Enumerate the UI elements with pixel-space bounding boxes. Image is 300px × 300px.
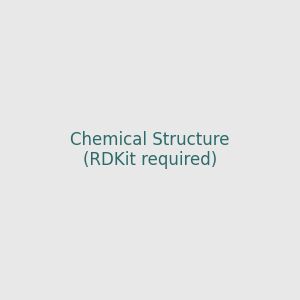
Text: Chemical Structure
(RDKit required): Chemical Structure (RDKit required) [70, 130, 230, 170]
